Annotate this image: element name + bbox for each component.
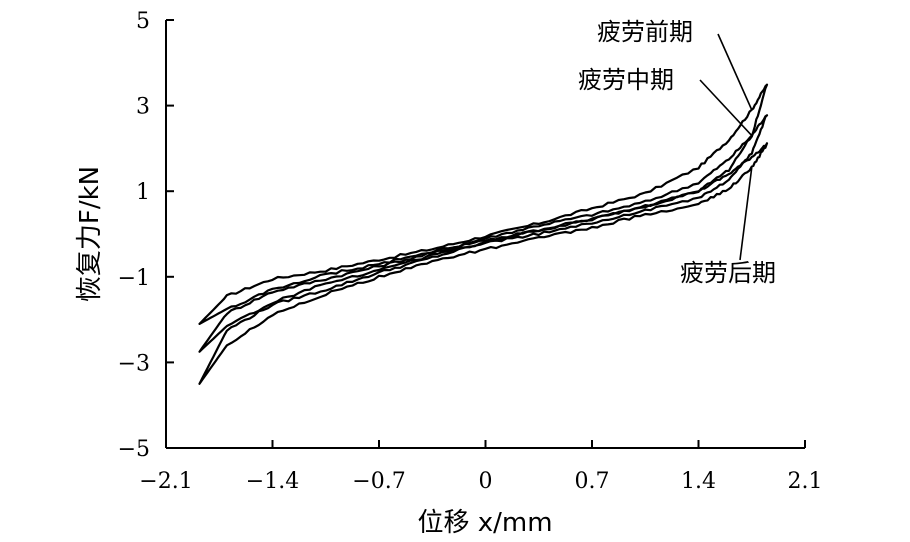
y-tick-label: 1: [136, 180, 150, 205]
leader-line-middle: [699, 79, 753, 137]
y-tick-label: 5: [136, 9, 150, 34]
y-tick-label: −3: [118, 351, 150, 376]
ticks: [165, 19, 806, 449]
x-tick-label: −2.1: [139, 469, 192, 494]
annotation-late: 疲劳后期: [680, 259, 776, 287]
series-line-early: [198, 83, 769, 325]
x-tick-label: 1.4: [681, 469, 716, 494]
annotation-middle: 疲劳中期: [578, 66, 674, 94]
series-line-middle: [198, 114, 769, 353]
y-tick-label: −1: [118, 266, 150, 291]
x-tick-label: 0: [479, 469, 493, 494]
y-axis-title: 恢复力F/kN: [75, 166, 105, 302]
x-tick-label: 2.1: [788, 469, 823, 494]
tick-labels: −2.1 −1.4 −0.7 0 0.7 1.4 2.1 −5 −3 −1 1 3 5: [118, 9, 823, 494]
x-tick-label: −1.4: [246, 469, 299, 494]
y-tick-label: −5: [118, 437, 150, 462]
x-tick-label: 0.7: [575, 469, 610, 494]
curves: [198, 83, 769, 385]
y-tick-label: 3: [136, 95, 150, 120]
leader-line-late: [739, 167, 753, 261]
leader-line-early: [717, 33, 753, 111]
axes: [165, 20, 805, 449]
leaders: [699, 33, 753, 261]
series-line-late: [198, 142, 769, 385]
x-axis-title: 位移 x/mm: [417, 508, 552, 538]
x-tick-label: −0.7: [352, 469, 405, 494]
annotation-early: 疲劳前期: [597, 18, 693, 46]
